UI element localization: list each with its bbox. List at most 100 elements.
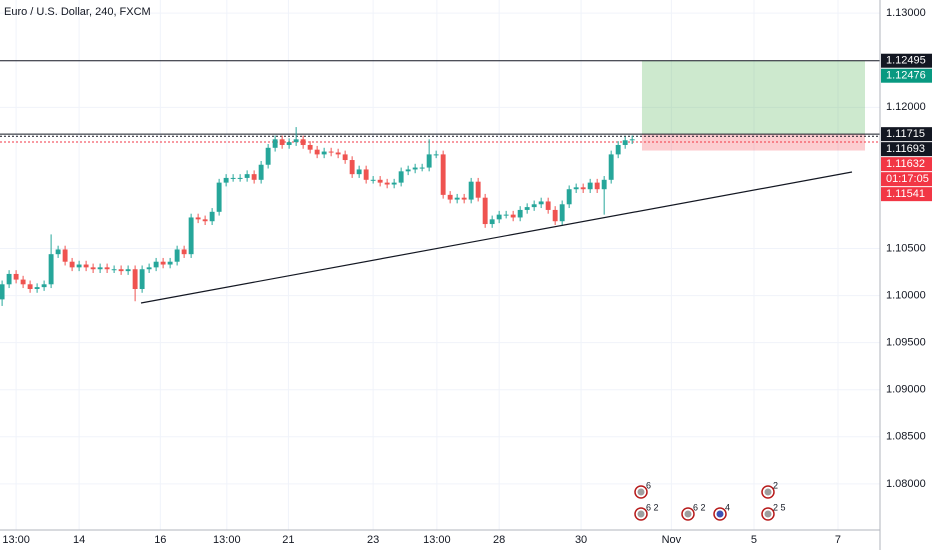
candle-body [251,174,257,180]
x-tick-label: 14 [73,534,85,546]
price-label: 1.11693 [886,143,925,155]
price-label: 1.11541 [886,188,925,200]
y-tick-label: 1.10500 [886,242,926,254]
candle-body [440,154,446,195]
axes: 1.13000 1.12000 1.10500 1.10000 1.09500 1.090… [2,7,932,546]
candle-body [426,154,432,168]
candle-body [34,287,40,290]
candle-body [132,269,138,290]
candle-body [573,187,579,190]
candle-body [328,151,334,153]
candle-body [510,214,516,218]
candle-body [223,177,229,183]
y-tick-label: 1.08500 [886,431,926,443]
position-zones [0,60,880,151]
x-tick-label: 5 [751,534,757,546]
candle-body [300,139,306,145]
candle-body [76,264,82,268]
candle-body [188,217,194,255]
x-tick-label: 30 [575,534,587,546]
event-count: 6 2 [693,502,706,512]
candle-body [307,144,313,150]
candle-body [27,284,33,290]
countdown-box [881,172,932,187]
chart-title: Euro / U.S. Dollar, 240, FXCM [4,6,151,18]
candle-body [83,264,89,268]
candle-body [0,284,5,300]
candle-body [454,197,460,200]
price-label-box [881,68,932,83]
candle-body [559,204,565,222]
candle-body [174,249,180,262]
candle-body [265,147,271,165]
candle-body [321,151,327,155]
candle-body [475,181,481,198]
candle-body [391,182,397,185]
candle-body [363,169,369,180]
event-flag [637,510,645,518]
candle-body [13,273,19,280]
target-zone [641,60,865,135]
trend-line [140,171,853,304]
candle-body [517,209,523,218]
candle-body [6,273,12,285]
candle-body [335,152,341,155]
price-label-box [881,127,932,142]
price-label-box [881,157,932,172]
candle-body [531,204,537,208]
candle-body [601,179,607,190]
y-tick-label: 1.08000 [886,478,926,490]
price-label: 1.11715 [886,128,925,140]
candle-body [594,182,600,190]
events: 6 6 2 6 2 4 2 2 5 [634,480,786,521]
x-tick-label: 13:00 [213,534,241,546]
candle-body [125,269,131,272]
candle-body [153,261,159,268]
candle-body [62,249,68,262]
candle-body [468,181,474,200]
candle-body [41,284,47,288]
y-tick-label: 1.09000 [886,384,926,396]
candle-body [489,219,495,225]
candle-body [503,214,509,216]
candle-body [447,194,453,200]
price-label: 1.12495 [886,55,926,67]
x-tick-label: 13:00 [2,534,30,546]
candles [0,127,635,306]
candle-body [293,139,299,143]
candle-body [398,171,404,183]
candle-body [279,139,285,145]
candle-body [146,267,152,270]
candle-body [272,139,278,148]
candle-body [377,179,383,183]
x-tick-label: 13:00 [423,534,451,546]
candle-body [419,167,425,169]
candle-body [160,261,166,265]
candle-body [97,267,103,270]
y-tick-label: 1.09500 [886,337,926,349]
candle-body [615,144,621,155]
event-count: 2 [773,480,778,490]
candle-body [181,249,187,255]
candle-body [167,261,173,265]
x-tick-label: 23 [367,534,379,546]
candle-body [230,177,236,179]
x-tick-label: 16 [154,534,166,546]
event-flag [684,510,692,518]
candle-body [139,269,145,290]
x-tick-label: Nov [662,534,682,546]
candle-body [118,269,124,272]
event-flag [764,510,772,518]
candle-body [545,201,551,210]
candle-body [461,197,467,200]
candle-body [405,169,411,172]
candle-body [237,177,243,179]
x-tick-label: 21 [282,534,294,546]
price-label-box [881,187,932,202]
candle-body [629,139,635,141]
y-tick-label: 1.10000 [886,290,926,302]
candle-body [356,169,362,175]
event-flag [764,488,772,496]
